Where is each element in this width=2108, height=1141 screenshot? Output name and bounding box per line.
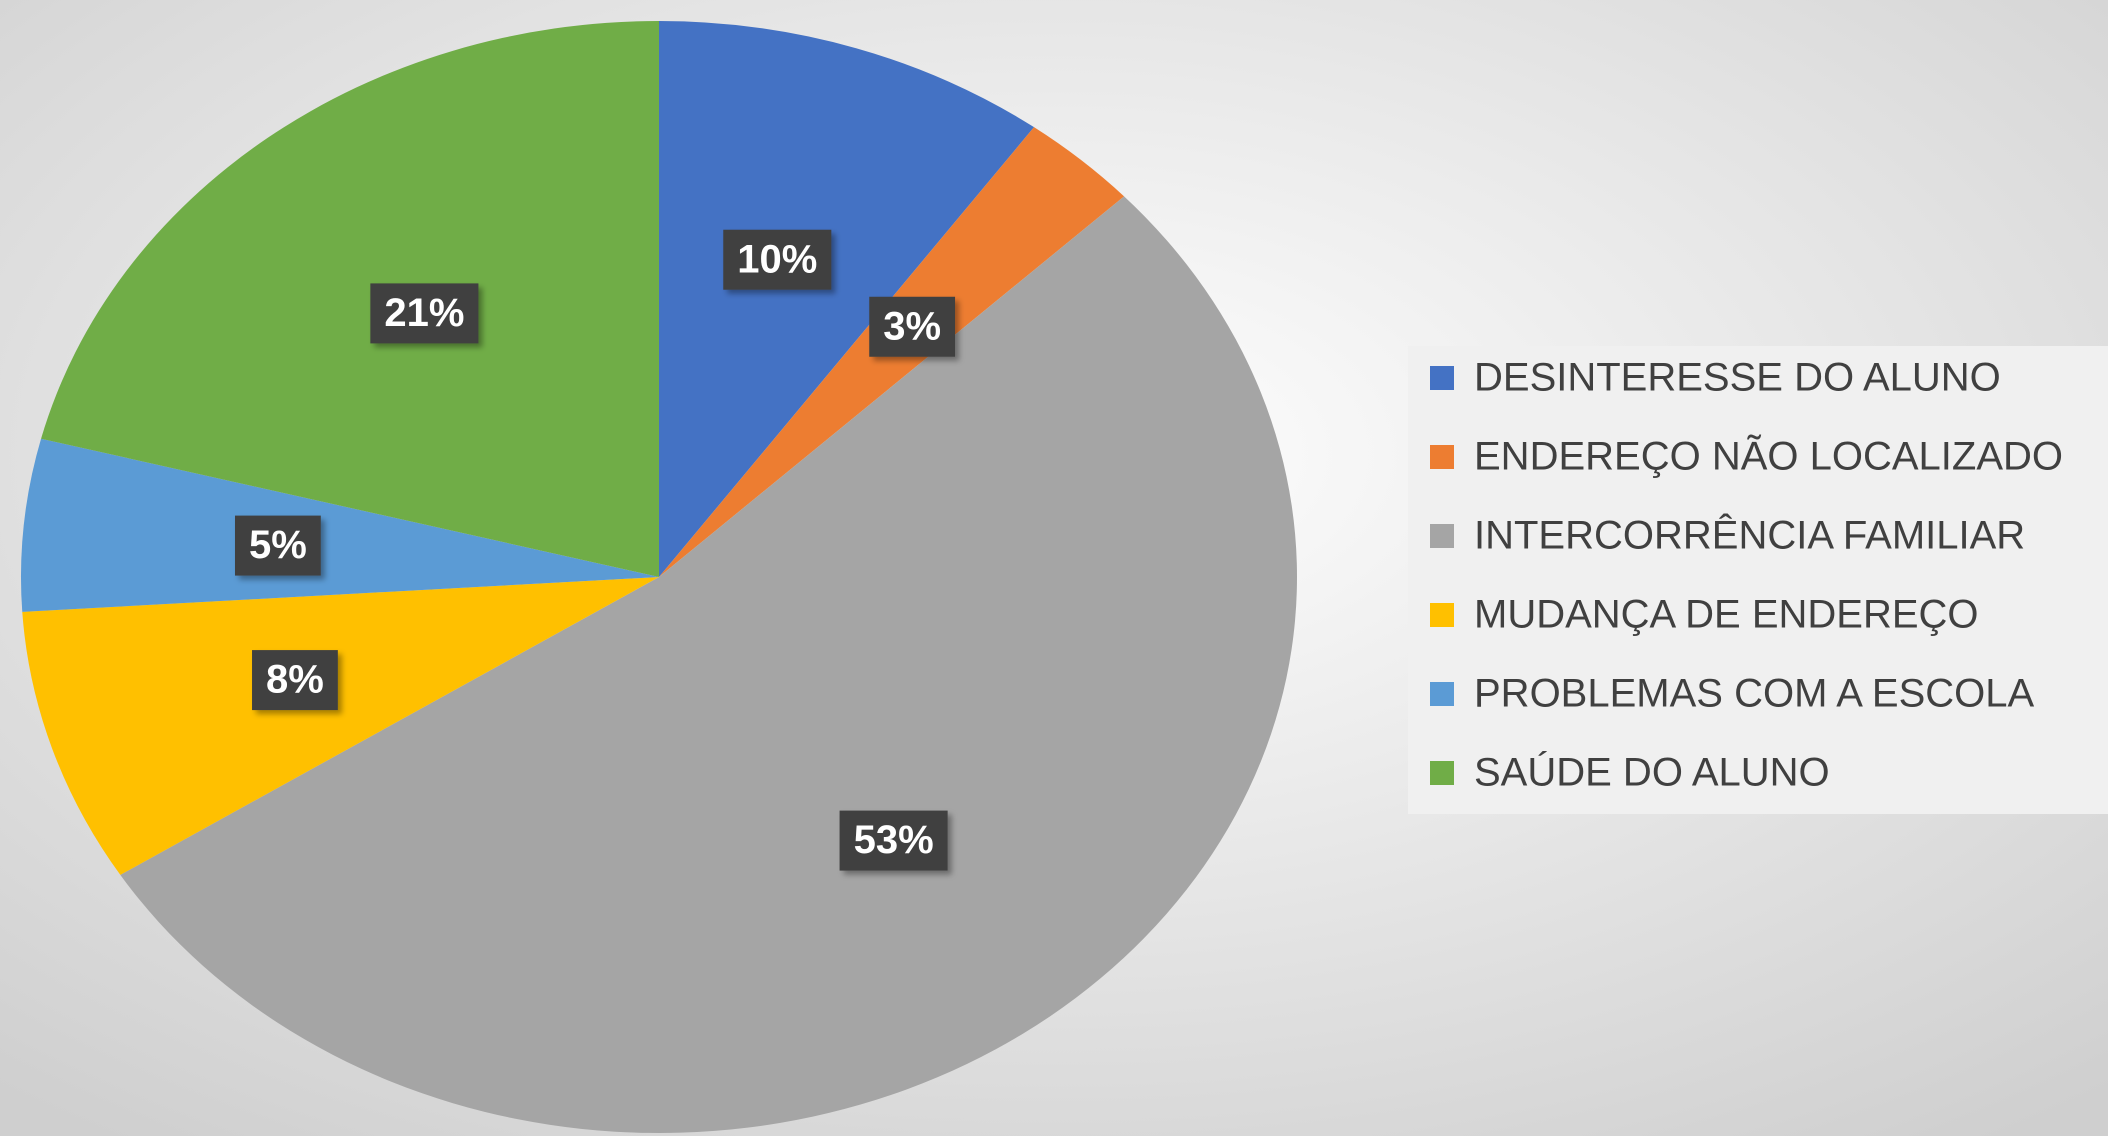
data-label: 21% [370,283,479,344]
legend-label: ENDEREÇO NÃO LOCALIZADO [1474,434,2063,479]
legend-marker [1430,603,1454,627]
pie-slice [21,438,659,612]
legend-label: INTERCORRÊNCIA FAMILIAR [1474,513,2025,558]
legend-label: MUDANÇA DE ENDEREÇO [1474,593,1979,637]
data-label-text: 21% [384,291,464,335]
data-label-text: 53% [854,818,934,862]
data-label: 53% [839,810,948,871]
data-label-text: 5% [249,523,307,567]
data-label-box [234,515,321,576]
legend-label: PROBLEMAS COM A ESCOLA [1474,672,2034,716]
legend-marker [1430,682,1454,706]
pie-slice [41,21,659,577]
legend-marker [1430,445,1454,469]
data-label: 10% [723,229,832,290]
legend-label: SAÚDE DO ALUNO [1474,750,1830,795]
data-label: 5% [234,515,321,576]
data-label: 8% [252,650,338,711]
legend-marker [1430,524,1454,548]
data-label-box [723,229,832,290]
legend-marker [1430,366,1454,390]
data-label-box [869,296,956,357]
pie-slice [659,21,1035,577]
pie-slice [120,196,1298,1134]
data-label-text: 3% [883,304,941,348]
data-label-text: 10% [737,237,817,281]
pie-slice [22,577,659,875]
legend-label: DESINTERESSE DO ALUNO [1474,356,2001,400]
data-label-box [370,283,479,344]
legend-marker [1430,761,1454,785]
data-label-box [839,810,948,871]
data-label: 3% [869,296,956,357]
data-label-text: 8% [266,658,324,702]
legend-box [1408,346,2108,814]
data-label-box [252,650,338,711]
